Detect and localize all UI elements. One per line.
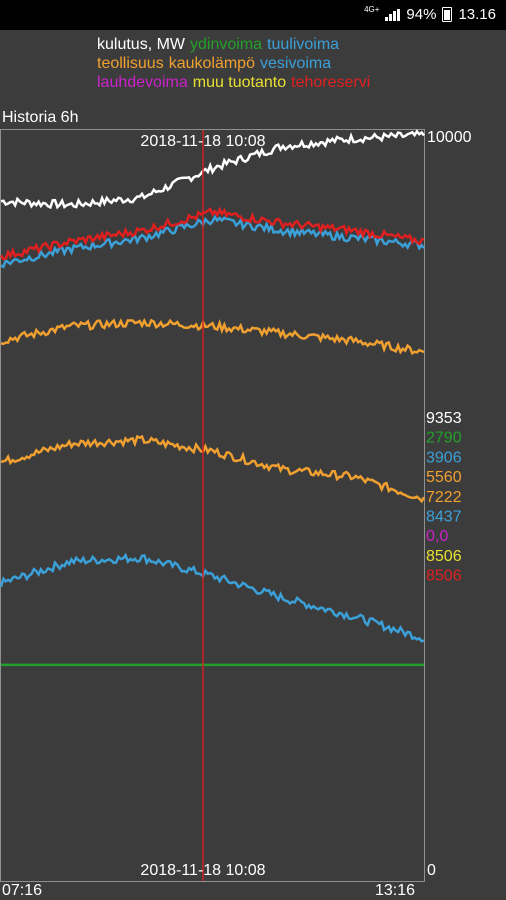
x-end-label: 13:16 bbox=[375, 882, 416, 899]
current-value-4: 7222 bbox=[426, 489, 462, 506]
series-line-5 bbox=[0, 214, 425, 269]
y-min-label: 0 bbox=[427, 862, 436, 879]
legend-row-3: lauhdevoima muu tuotanto tehoreservi bbox=[97, 72, 375, 93]
legend-kaukolampo: kaukolämpö bbox=[168, 55, 255, 72]
clock: 13.16 bbox=[458, 6, 496, 23]
current-values: 9353 2790 3906 5560 7222 8437 0,0 8506 8506 bbox=[426, 410, 462, 585]
y-max-label: 10000 bbox=[427, 129, 472, 146]
series-line-3 bbox=[0, 434, 426, 504]
cursor-time-top: 2018-11-18 10:08 bbox=[140, 133, 265, 150]
legend-ydinvoima: ydinvoima bbox=[190, 36, 263, 53]
current-value-3: 5560 bbox=[426, 469, 462, 486]
plot-frame bbox=[0, 129, 425, 882]
current-value-0: 9353 bbox=[426, 410, 462, 427]
battery-icon bbox=[442, 7, 453, 22]
legend-teollisuus: teollisuus bbox=[97, 55, 164, 72]
legend-kulutus: kulutus, MW bbox=[97, 36, 186, 53]
legend-lauhdevoima: lauhdevoima bbox=[97, 74, 188, 91]
x-start-label: 07:16 bbox=[2, 882, 43, 899]
current-value-6: 0,0 bbox=[426, 528, 448, 545]
cursor-time-bottom: 2018-11-18 10:08 bbox=[140, 862, 265, 879]
series-layer bbox=[0, 129, 426, 667]
series-line-2 bbox=[0, 552, 425, 643]
series-line-4 bbox=[0, 317, 425, 356]
current-value-1: 2790 bbox=[426, 430, 462, 447]
current-value-5: 8437 bbox=[426, 509, 462, 526]
current-value-7: 8506 bbox=[426, 548, 462, 565]
battery-percent: 94% bbox=[406, 6, 437, 23]
current-value-2: 3906 bbox=[426, 449, 462, 466]
legend-tuulivoima: tuulivoima bbox=[267, 36, 340, 53]
series-line-0 bbox=[0, 129, 425, 210]
series-line-6 bbox=[0, 206, 425, 261]
legend-row-2: teollisuus kaukolämpö vesivoima bbox=[97, 53, 336, 74]
network-type-label: 4G+ bbox=[364, 5, 380, 14]
history-label: Historia 6h bbox=[2, 109, 79, 126]
current-value-8: 8506 bbox=[426, 568, 462, 585]
legend-vesivoima: vesivoima bbox=[259, 55, 332, 72]
legend-row-1: kulutus, MW ydinvoima tuulivoima bbox=[97, 34, 344, 55]
legend-muu-tuotanto: muu tuotanto bbox=[192, 74, 287, 91]
legend-tehoreservi: tehoreservi bbox=[291, 74, 371, 91]
status-bar: 4G+ 94% 13.16 bbox=[0, 0, 506, 30]
signal-icon bbox=[385, 8, 401, 21]
